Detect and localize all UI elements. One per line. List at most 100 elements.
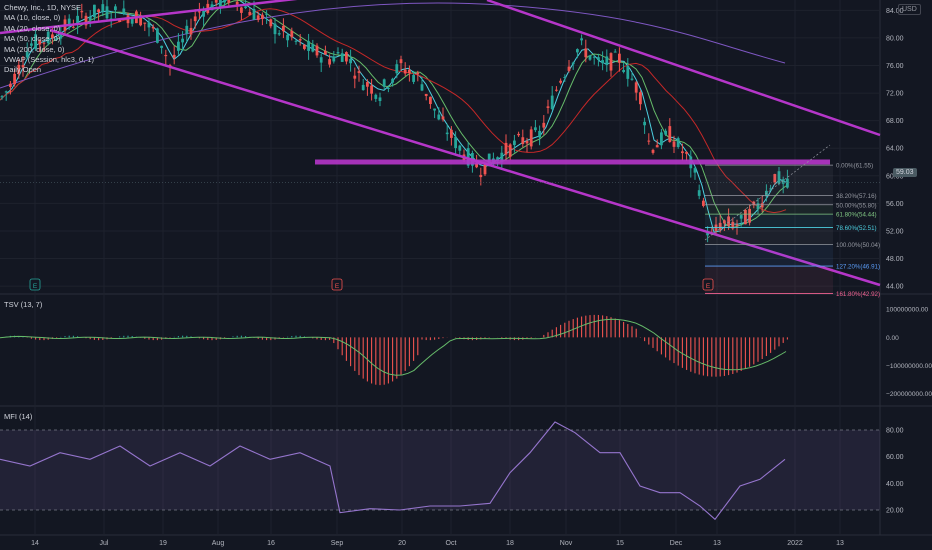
candle-body [756, 203, 760, 210]
candle-body [172, 54, 176, 58]
candle-body [277, 33, 281, 35]
tsv-title[interactable]: TSV (13, 7) [4, 300, 43, 309]
candle-body [76, 15, 79, 25]
candle-body [219, 0, 222, 7]
candle-body [156, 28, 159, 43]
candle-body [303, 44, 306, 49]
candle-body [265, 13, 268, 15]
candle-body [735, 224, 739, 226]
candle-body [30, 43, 33, 46]
candle-body [773, 174, 777, 183]
time-tick-label: Jul [100, 540, 109, 547]
candle-body [601, 60, 604, 64]
mfi-tick-label: 80.00 [886, 428, 904, 435]
candle-body [534, 127, 537, 131]
candle-body [420, 84, 424, 91]
mfi-title[interactable]: MFI (14) [4, 412, 33, 421]
currency-badge[interactable]: USD [898, 4, 921, 15]
mfi-tick-label: 20.00 [886, 508, 904, 515]
fibonacci-retracement: 0.00%(61.55) 38.20%(57.16) 50.00%(55.80) 61… [0, 163, 880, 298]
candle-body [399, 59, 403, 64]
legend-ma200[interactable]: MA (200, close, 0) [4, 44, 65, 54]
candle-body [235, 1, 239, 6]
candle-body [403, 69, 407, 74]
candle-body [88, 16, 92, 20]
time-tick-label: 14 [31, 540, 39, 547]
time-tick-label: 13 [836, 540, 844, 547]
legend-daily-open[interactable]: Daily Open [4, 65, 42, 75]
candle-body [336, 52, 340, 54]
candle-body [42, 42, 46, 44]
legend-ma20[interactable]: MA (20, close, 0) [4, 23, 61, 33]
candle-body [282, 25, 285, 32]
candle-body [9, 83, 12, 87]
candle-body [59, 32, 63, 39]
mfi-pane [0, 421, 880, 521]
candle-body [605, 56, 609, 66]
candle-body [655, 145, 659, 148]
candle-body [559, 80, 562, 83]
candle-body [97, 9, 100, 13]
tsv-tick-label: 0.00 [886, 335, 899, 342]
candle-body [479, 174, 483, 178]
fib-zone [705, 227, 833, 245]
candle-body [647, 140, 651, 142]
candle-body [538, 130, 541, 138]
legend-vwap[interactable]: VWAP (Session, hlc3, 0, 1) [4, 55, 95, 65]
candle-body [357, 71, 361, 73]
time-tick-label: Aug [212, 540, 225, 547]
candle-body [777, 171, 781, 184]
mfi-band [0, 430, 880, 510]
axes: 84.00 80.00 76.00 72.00 68.00 64.00 60.00 56.00… [31, 8, 932, 547]
candle-body [500, 152, 504, 163]
candle-body [340, 53, 344, 62]
candle-body [361, 84, 365, 91]
price-tick-label: 64.00 [886, 146, 904, 153]
time-tick-label: 20 [398, 540, 406, 547]
candle-body [739, 215, 743, 219]
candle-body [324, 50, 327, 55]
trendlines [0, 0, 881, 287]
legend-ma50[interactable]: MA (50, close, 0) [4, 34, 61, 44]
candle-body [67, 18, 71, 26]
candle-body [80, 11, 84, 13]
candle-body [17, 64, 21, 75]
earnings-marker-letter: E [335, 283, 340, 290]
time-tick-label: 16 [267, 540, 275, 547]
candle-body [147, 22, 151, 28]
candle-body [424, 93, 428, 96]
tsv-tick-label: −200000000.00 [886, 391, 932, 398]
earnings-marker-letter: E [706, 283, 711, 290]
candle-body [298, 39, 302, 41]
candle-body [781, 179, 785, 184]
candle-body [55, 38, 58, 40]
candle-body [223, 0, 226, 3]
candle-body [0, 96, 4, 98]
candle-body [454, 136, 457, 149]
price-tick-label: 56.00 [886, 201, 904, 208]
candle-body [525, 140, 529, 144]
candle-body [450, 129, 453, 138]
mfi-tick-label: 60.00 [886, 454, 904, 461]
candle-body [25, 51, 29, 58]
candle-body [244, 6, 247, 9]
candle-body [256, 15, 260, 20]
candle-body [639, 92, 642, 105]
candle-body [668, 126, 672, 143]
candle-body [458, 145, 462, 151]
candle-body [445, 132, 449, 135]
candle-body [760, 203, 764, 208]
price-tick-label: 68.00 [886, 118, 904, 125]
fib-zone [705, 195, 833, 205]
candle-body [529, 129, 533, 147]
time-tick-label: Dec [670, 540, 683, 547]
candle-body [672, 141, 676, 147]
candle-body [723, 220, 726, 224]
candle-body [311, 44, 315, 52]
candle-body [609, 53, 613, 71]
candle-body [13, 73, 16, 85]
legend-ma10[interactable]: MA (10, close, 0) [4, 13, 61, 23]
candle-body [143, 22, 147, 24]
